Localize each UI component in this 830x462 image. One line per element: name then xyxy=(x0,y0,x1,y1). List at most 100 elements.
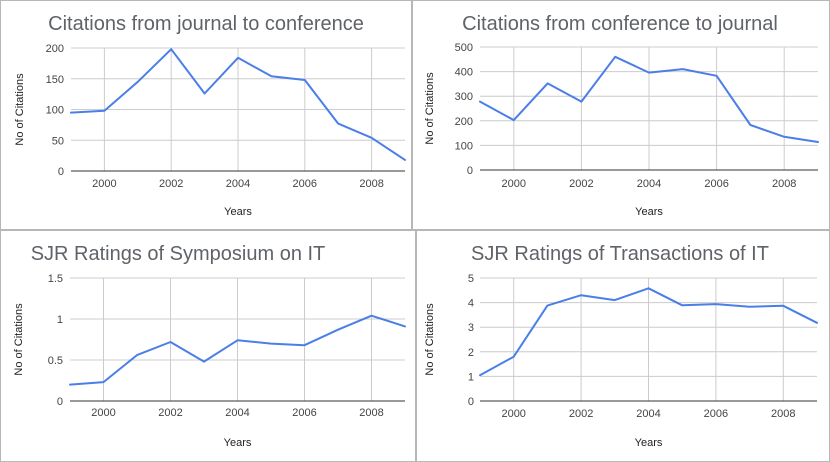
data-point xyxy=(747,304,752,309)
y-tick-label: 1.5 xyxy=(48,273,63,285)
data-point xyxy=(816,139,821,144)
data-point xyxy=(545,303,550,308)
data-point xyxy=(102,108,107,113)
data-point xyxy=(302,77,307,82)
data-point xyxy=(613,54,618,59)
x-axis-label: Years xyxy=(635,437,663,449)
y-tick-label: 1 xyxy=(468,371,474,383)
data-point xyxy=(68,382,73,387)
x-tick-label: 2008 xyxy=(359,178,383,190)
y-axis-label: No of Citations xyxy=(424,72,436,145)
data-point xyxy=(579,293,584,298)
y-axis-label: No of Citations xyxy=(14,73,26,146)
x-tick-label: 2008 xyxy=(359,407,383,419)
y-tick-label: 150 xyxy=(46,74,64,86)
series-line xyxy=(479,287,818,377)
data-point xyxy=(168,339,173,344)
data-point xyxy=(680,303,685,308)
chart-panel-journal-to-conference: Citations from journal to conference 0 50 1… xyxy=(0,0,412,230)
data-point xyxy=(269,341,274,346)
data-point xyxy=(69,110,74,115)
y-tick-label: 4 xyxy=(468,298,474,310)
data-point xyxy=(369,313,374,318)
x-tick-label: 2006 xyxy=(293,178,317,190)
data-point xyxy=(236,55,241,60)
x-tick-label: 2000 xyxy=(92,178,116,190)
data-point xyxy=(782,134,787,139)
x-tick-label: 2004 xyxy=(636,408,660,420)
data-point xyxy=(478,99,483,104)
x-tick-label: 2008 xyxy=(771,408,795,420)
series-line xyxy=(69,314,406,386)
data-point xyxy=(748,122,753,127)
y-tick-label: 100 xyxy=(455,140,473,152)
y-tick-label: 0 xyxy=(468,396,474,408)
line-chart: Citations from journal to conference 0 50 1… xyxy=(14,13,408,218)
data-point xyxy=(101,380,106,385)
chart-panel-sjr-symposium: SJR Ratings of Symposium on IT 0 0.5 1 1.5 20… xyxy=(0,230,416,462)
data-point xyxy=(302,343,307,348)
x-tick-label: 2004 xyxy=(637,178,661,190)
x-axis-label: Years xyxy=(635,206,663,218)
data-point xyxy=(713,302,718,307)
data-point xyxy=(612,298,617,303)
data-point xyxy=(511,354,516,359)
chart-panel-conference-to-journal: Citations from conference to journal 0 100… xyxy=(412,0,830,230)
y-axis-label: No of Citations xyxy=(424,303,436,376)
data-point xyxy=(781,303,786,308)
y-tick-label: 100 xyxy=(46,105,64,117)
data-point xyxy=(478,373,483,378)
y-axis-label: No of Citations xyxy=(13,303,25,376)
y-tick-label: 0.5 xyxy=(48,355,63,367)
x-tick-label: 2002 xyxy=(158,407,182,419)
y-tick-label: 1 xyxy=(57,314,63,326)
data-point xyxy=(269,74,274,79)
y-tick-label: 3 xyxy=(468,322,474,334)
data-point xyxy=(511,118,516,123)
x-tick-label: 2004 xyxy=(225,407,249,419)
series-line xyxy=(479,55,819,143)
data-point xyxy=(646,286,651,291)
line-chart: Citations from conference to journal 0 100… xyxy=(424,13,821,218)
line-chart: SJR Ratings of Transactions of IT 0 1 2 3 4 5 2… xyxy=(424,243,820,449)
x-tick-label: 2002 xyxy=(569,178,593,190)
y-tick-label: 2 xyxy=(468,347,474,359)
y-tick-label: 0 xyxy=(58,166,64,178)
x-tick-label: 2002 xyxy=(569,408,593,420)
x-axis-label: Years xyxy=(224,437,252,449)
data-point xyxy=(403,324,408,329)
data-point xyxy=(202,91,207,96)
x-axis-label: Years xyxy=(224,206,252,218)
data-point xyxy=(336,327,341,332)
data-point xyxy=(336,121,341,126)
data-point xyxy=(714,73,719,78)
y-tick-label: 50 xyxy=(52,135,64,147)
chart-title: Citations from conference to journal xyxy=(462,13,778,35)
x-tick-label: 2000 xyxy=(91,407,115,419)
y-tick-label: 500 xyxy=(455,42,473,54)
x-tick-label: 2000 xyxy=(502,178,526,190)
data-point xyxy=(579,99,584,104)
x-tick-label: 2008 xyxy=(772,178,796,190)
data-point xyxy=(545,81,550,86)
chart-title: SJR Ratings of Symposium on IT xyxy=(31,243,326,265)
y-tick-label: 0 xyxy=(467,165,473,177)
y-tick-label: 400 xyxy=(455,67,473,79)
series-line xyxy=(70,48,406,161)
y-tick-label: 200 xyxy=(46,43,64,55)
data-point xyxy=(169,47,174,52)
y-tick-label: 200 xyxy=(455,116,473,128)
y-tick-label: 0 xyxy=(57,396,63,408)
data-point xyxy=(815,320,820,325)
line-chart: SJR Ratings of Symposium on IT 0 0.5 1 1.5 20… xyxy=(13,243,408,449)
x-tick-label: 2004 xyxy=(226,178,250,190)
data-point xyxy=(202,359,207,364)
data-point xyxy=(680,67,685,72)
x-tick-label: 2006 xyxy=(292,407,316,419)
x-tick-label: 2002 xyxy=(159,178,183,190)
data-point xyxy=(369,135,374,140)
data-point xyxy=(135,79,140,84)
data-point xyxy=(235,338,240,343)
data-point xyxy=(403,157,408,162)
x-tick-label: 2000 xyxy=(501,408,525,420)
